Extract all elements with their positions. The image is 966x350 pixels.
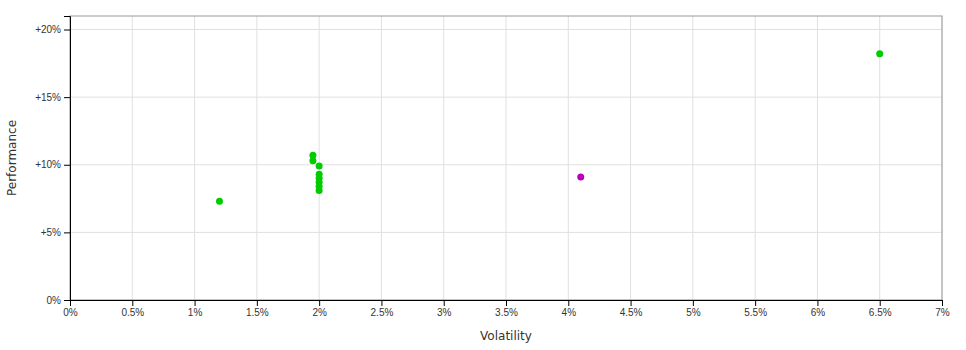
tick-mark [817, 300, 818, 306]
tick-label: +20% [35, 24, 61, 35]
x-tick: 5% [686, 300, 701, 318]
grid-line [755, 16, 756, 300]
grid-line [879, 16, 880, 300]
x-tick: 5.5% [744, 300, 767, 318]
x-tick: 4.5% [620, 300, 643, 318]
tick-label: 2.5% [371, 307, 394, 318]
grid-line [70, 232, 942, 233]
tick-label: 1.5% [246, 307, 269, 318]
plot: 0% 0.5% 1% 1.5% 2% 2.5% 3% 3.5% 4% 4.5% 5% 5.5% 6% 6.… [35, 16, 950, 318]
x-tick: 1% [188, 300, 203, 318]
series [577, 173, 584, 180]
tick-label: 4.5% [620, 307, 643, 318]
tick-label: 0% [63, 307, 78, 318]
grid-line [630, 16, 631, 300]
x-axis: 0% 0.5% 1% 1.5% 2% 2.5% 3% 3.5% 4% 4.5% 5% 5.5% 6% 6.… [63, 300, 950, 318]
grid-line [70, 97, 942, 98]
tick-mark [693, 300, 694, 306]
chart: 0% 0.5% 1% 1.5% 2% 2.5% 3% 3.5% 4% 4.5% 5% 5.5% 6% 6.… [0, 0, 966, 350]
grid-line [568, 16, 569, 300]
tick-mark [381, 300, 382, 306]
y-tick: 0% [47, 295, 70, 306]
x-tick: 3.5% [495, 300, 518, 318]
tick-mark [319, 300, 320, 306]
grid-line [817, 16, 818, 300]
tick-mark [880, 300, 881, 306]
x-tick: 6% [811, 300, 826, 318]
point [316, 163, 323, 170]
grid-line [194, 16, 195, 300]
series [216, 50, 883, 204]
x-axis-title: Volatility [480, 329, 532, 343]
grid-line [319, 16, 320, 300]
point [309, 157, 316, 164]
grid-line [506, 16, 507, 300]
tick-label: 0% [47, 295, 62, 306]
tick-mark [64, 165, 70, 166]
tick-label: +15% [35, 92, 61, 103]
tick-mark [755, 300, 756, 306]
tick-label: 7% [935, 307, 950, 318]
tick-label: 1% [188, 307, 203, 318]
x-tick: 3% [437, 300, 452, 318]
tick-label: 3% [437, 307, 452, 318]
grid-line [70, 164, 942, 165]
tick-mark [942, 300, 943, 306]
axis-line [71, 301, 943, 307]
tick-label: 2% [312, 307, 327, 318]
x-tick: 4% [562, 300, 577, 318]
tick-label: 5.5% [744, 307, 767, 318]
x-tick: 2% [312, 300, 327, 318]
tick-label: +10% [35, 159, 61, 170]
plot-frame [70, 16, 942, 300]
tick-mark [631, 300, 632, 306]
point [577, 173, 584, 180]
tick-mark [195, 300, 196, 306]
x-tick: 1.5% [246, 300, 269, 318]
grid-line [692, 16, 693, 300]
tick-mark [132, 300, 133, 306]
point [316, 187, 323, 194]
y-axis: 0% +5% +10% +15% +20% [35, 17, 70, 306]
tick-mark [64, 300, 70, 301]
point [876, 50, 883, 57]
tick-mark [64, 30, 70, 31]
x-tick: 0.5% [121, 300, 144, 318]
grid-line [381, 16, 382, 300]
grid-line [132, 16, 133, 300]
grid [70, 16, 942, 300]
grid-line [256, 16, 257, 300]
tick-label: 0.5% [121, 307, 144, 318]
tick-label: +5% [41, 227, 61, 238]
y-axis-title: Performance [5, 120, 19, 196]
axis-line [64, 17, 71, 301]
x-tick: 0% [63, 300, 78, 318]
points [216, 50, 883, 204]
tick-label: 4% [562, 307, 577, 318]
tick-label: 6.5% [869, 307, 892, 318]
tick-mark [257, 300, 258, 306]
tick-mark [444, 300, 445, 306]
y-tick: +10% [35, 159, 70, 170]
y-tick: +20% [35, 24, 70, 35]
y-tick: +15% [35, 92, 70, 103]
grid-line [70, 29, 942, 30]
y-tick: +5% [41, 227, 70, 238]
x-tick: 7% [935, 300, 950, 318]
tick-label: 6% [811, 307, 826, 318]
tick-mark [506, 300, 507, 306]
point [216, 198, 223, 205]
tick-label: 3.5% [495, 307, 518, 318]
tick-label: 5% [686, 307, 701, 318]
grid-line [443, 16, 444, 300]
x-tick: 2.5% [371, 300, 394, 318]
x-tick: 6.5% [869, 300, 892, 318]
tick-mark [64, 97, 70, 98]
tick-mark [64, 232, 70, 233]
tick-mark [568, 300, 569, 306]
